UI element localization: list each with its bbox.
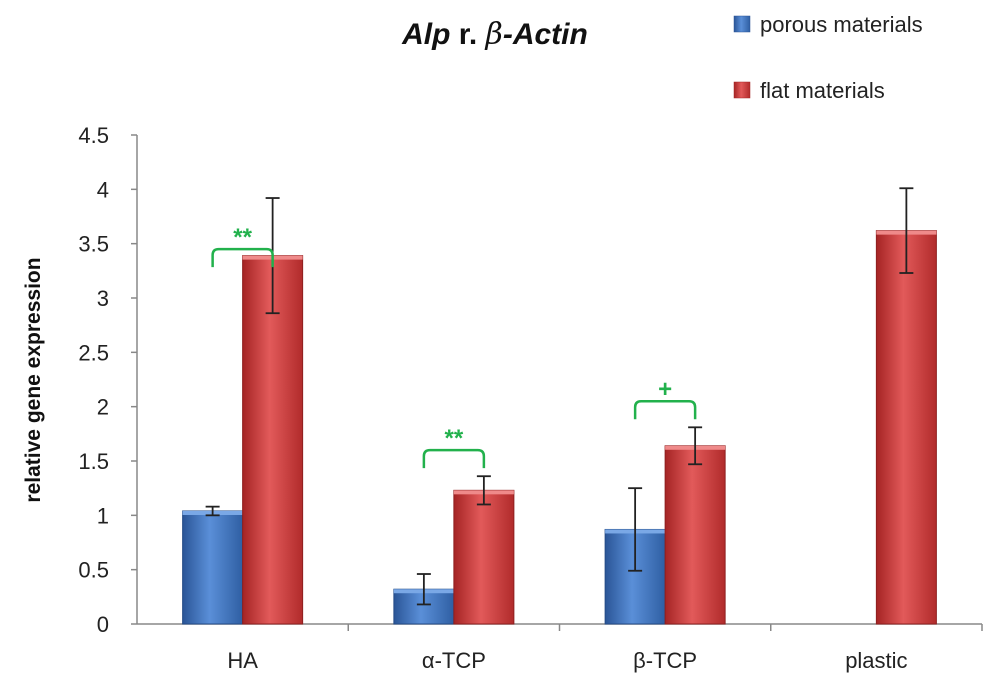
significance-annotations: ** ** +	[211, 224, 697, 469]
bars	[182, 230, 937, 625]
legend-label-porous: porous materials	[760, 12, 923, 37]
chart-title: Alp r. β-Actin	[401, 17, 588, 52]
chart-title-part-2: r.	[450, 18, 485, 51]
legend-swatch-porous	[733, 15, 751, 33]
significance-bracket-2	[422, 448, 486, 469]
chart-title-part-3: β	[485, 17, 503, 52]
significance-label-3: +	[658, 376, 672, 403]
y-tick-label: 4	[97, 177, 109, 202]
y-tick-label: 1.5	[78, 449, 109, 474]
bar-porous-materials-ha	[182, 510, 244, 625]
error-bars	[205, 187, 914, 606]
legend-label-flat: flat materials	[760, 78, 885, 103]
significance-bracket-1	[211, 247, 274, 268]
chart-title-part-1: Alp	[401, 18, 450, 51]
bar-flat-materials-plastic	[875, 230, 937, 625]
bar-flat-materials--tcp	[664, 445, 726, 625]
x-tick-label--tcp: β-TCP	[633, 648, 697, 673]
significance-label-2: **	[445, 425, 464, 452]
y-tick-label: 2	[97, 395, 109, 420]
chart-title-part-4: -Actin	[503, 18, 588, 51]
y-tick-label: 2.5	[78, 340, 109, 365]
bar-flat-materials-ha	[242, 255, 304, 625]
y-tick-label: 0.5	[78, 558, 109, 583]
legend: porous materials flat materials	[733, 12, 923, 103]
y-tick-label: 3.5	[78, 232, 109, 257]
significance-bracket-3	[633, 399, 697, 420]
bar-flat-materials--tcp	[453, 489, 515, 625]
x-ticks: HA α-TCP β-TCP plastic	[227, 624, 983, 673]
y-tick-label: 4.5	[78, 123, 109, 148]
y-tick-label: 3	[97, 286, 109, 311]
x-tick-label--tcp: α-TCP	[422, 648, 486, 673]
significance-label-1: **	[233, 224, 252, 251]
x-tick-label-plastic: plastic	[845, 648, 907, 673]
y-tick-label: 0	[97, 612, 109, 637]
y-axis-title: relative gene expression	[22, 257, 45, 502]
legend-swatch-flat	[733, 81, 751, 99]
y-tick-label: 1	[97, 503, 109, 528]
x-tick-label-ha: HA	[227, 648, 258, 673]
y-ticks: 0 0.5 1 1.5 2 2.5 3 3.5 4 4.5	[78, 123, 137, 637]
